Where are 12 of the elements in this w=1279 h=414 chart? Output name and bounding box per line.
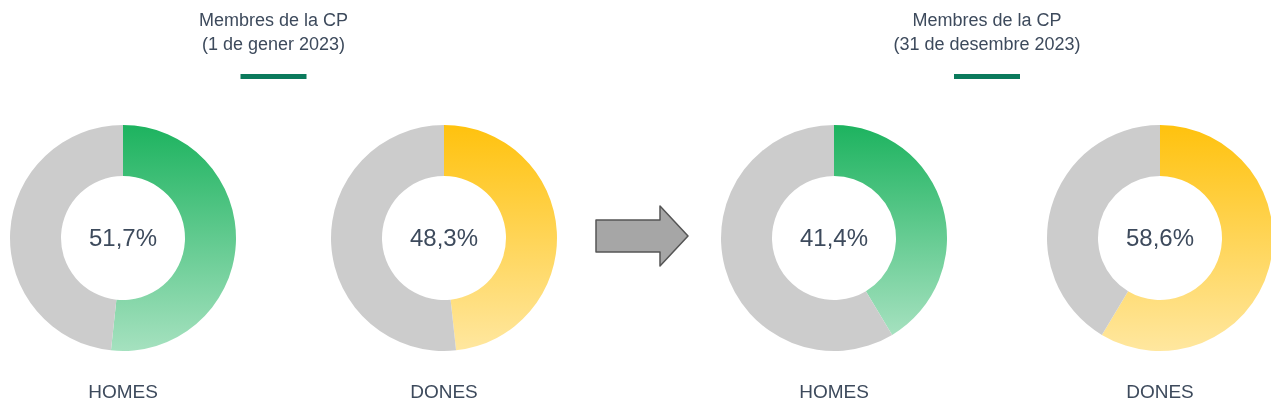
text: DONES	[410, 381, 478, 402]
data-label: 51,7%	[88, 224, 158, 252]
text: Membres de la CP (31 de desembre 2023)	[893, 10, 1081, 54]
text: HOMES	[799, 381, 869, 402]
donut-slice	[721, 125, 893, 351]
data-label: 58,6%	[1125, 224, 1195, 252]
donut-slice	[1101, 125, 1271, 351]
data-label: 48,3%	[409, 224, 479, 252]
text: Membres de la CP (1 de gener 2023)	[198, 10, 349, 54]
text: DONES	[1126, 381, 1194, 402]
text: HOMES	[88, 381, 158, 402]
data-label: 41,4%	[799, 224, 869, 252]
